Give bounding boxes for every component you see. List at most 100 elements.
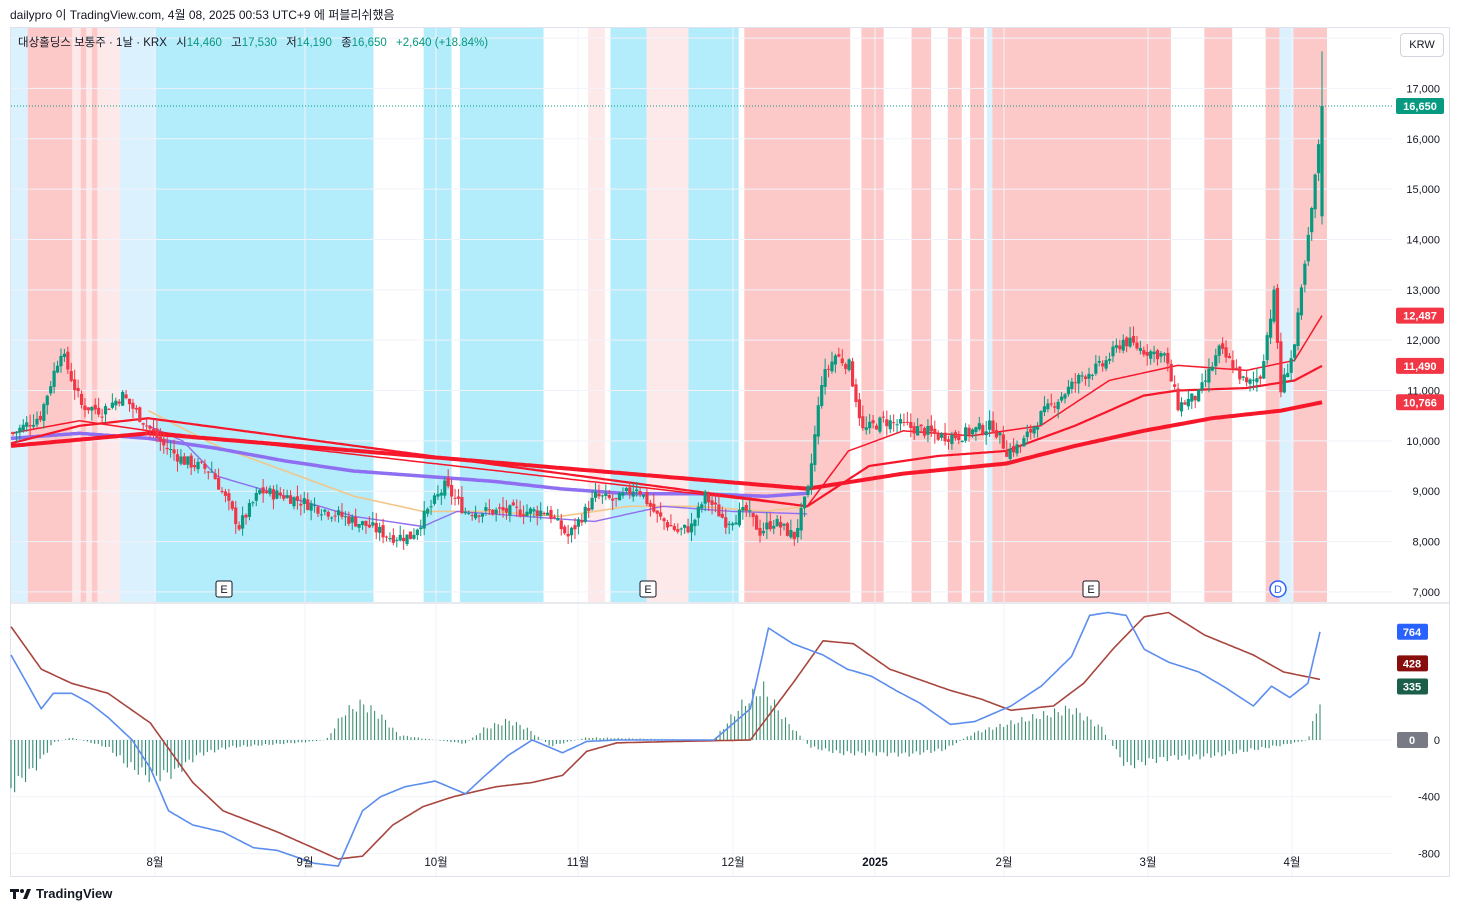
time-tick-label: 8월 bbox=[147, 856, 164, 869]
candle-body bbox=[42, 404, 46, 421]
candle-body bbox=[271, 489, 276, 500]
candle-body bbox=[1015, 444, 1019, 454]
candle-body bbox=[1118, 345, 1122, 350]
candle-body bbox=[97, 407, 101, 415]
background-band bbox=[744, 28, 851, 602]
candle-body bbox=[960, 440, 964, 443]
candle-body bbox=[1197, 389, 1201, 402]
price-badge bbox=[1396, 394, 1444, 411]
candle-body bbox=[946, 439, 951, 442]
candle-body bbox=[676, 529, 680, 532]
axes: 7,0008,0009,00010,00011,00012,00013,0001… bbox=[11, 33, 1450, 869]
candle-body bbox=[1101, 363, 1105, 367]
candle-body bbox=[1203, 380, 1208, 382]
candle-body bbox=[73, 379, 77, 391]
candle-body bbox=[453, 497, 457, 499]
candles bbox=[11, 51, 1324, 550]
price-badge-label: 12,487 bbox=[1403, 311, 1437, 323]
candle-body bbox=[316, 506, 320, 514]
candle-body bbox=[785, 523, 790, 536]
candle-body bbox=[11, 432, 15, 434]
background-band bbox=[688, 28, 739, 602]
candle-body bbox=[193, 465, 197, 468]
candle-body bbox=[809, 463, 814, 488]
background-band bbox=[911, 28, 932, 602]
candle-body bbox=[645, 491, 649, 505]
publisher-attribution: dailypro 이 TradingView.com, 4월 08, 2025 … bbox=[10, 8, 395, 22]
candle-body bbox=[1035, 426, 1040, 430]
currency-button[interactable]: KRW bbox=[1400, 33, 1444, 57]
time-tick-label: 3월 bbox=[1140, 856, 1157, 869]
candle-body bbox=[1214, 355, 1218, 367]
candle-body bbox=[1070, 381, 1074, 390]
time-tick-label: 9월 bbox=[297, 856, 314, 869]
candle-body bbox=[141, 423, 145, 425]
background-band bbox=[11, 28, 28, 602]
candle-body bbox=[1173, 384, 1177, 387]
candle-body bbox=[1121, 339, 1125, 351]
candle-body bbox=[929, 425, 933, 432]
candle-body bbox=[912, 426, 916, 434]
candle-body bbox=[419, 527, 423, 530]
time-tick-label: 4월 bbox=[1284, 856, 1301, 869]
candle-body bbox=[292, 497, 296, 507]
candle-body bbox=[727, 523, 731, 525]
candle-body bbox=[1080, 375, 1084, 377]
candle-body bbox=[1320, 106, 1324, 217]
background-band bbox=[861, 28, 884, 602]
price-tick-label: 8,000 bbox=[1412, 537, 1440, 549]
candle-body bbox=[778, 522, 783, 528]
background-band bbox=[646, 28, 689, 602]
candle-body bbox=[395, 539, 399, 541]
candle-body bbox=[350, 516, 354, 523]
candle-body bbox=[302, 498, 306, 504]
price-tick-label: 7,000 bbox=[1412, 587, 1440, 599]
candle-body bbox=[1265, 335, 1269, 361]
candle-body bbox=[381, 525, 385, 538]
symbol-legend: 대상홀딩스 보통주 · 1날 · KRX 시14,460 고17,530 저14… bbox=[18, 34, 488, 50]
macd-badge bbox=[1397, 732, 1428, 748]
candle-body bbox=[251, 502, 255, 504]
candle-body bbox=[234, 507, 238, 525]
candle-body bbox=[319, 514, 324, 516]
candle-body bbox=[669, 524, 673, 527]
background-band bbox=[970, 28, 985, 602]
candle-body bbox=[967, 427, 971, 436]
candle-body bbox=[261, 487, 265, 494]
candle-body bbox=[127, 398, 132, 405]
candle-body bbox=[203, 463, 207, 469]
candle-body bbox=[388, 538, 392, 540]
candle-body bbox=[333, 515, 337, 517]
candle-body bbox=[850, 361, 855, 387]
candle-body bbox=[230, 501, 234, 509]
candle-body bbox=[621, 492, 625, 496]
candle-body bbox=[367, 524, 371, 528]
candle-body bbox=[206, 471, 210, 473]
candle-body bbox=[874, 425, 879, 430]
candle-body bbox=[347, 516, 351, 524]
candle-body bbox=[847, 359, 851, 371]
candle-body bbox=[1241, 376, 1245, 378]
candle-body bbox=[288, 495, 293, 504]
candle-body bbox=[14, 431, 19, 434]
candle-body bbox=[919, 424, 923, 427]
candle-body bbox=[145, 425, 149, 427]
tradingview-logo-icon bbox=[10, 888, 31, 899]
candle-body bbox=[837, 354, 841, 357]
background-band bbox=[91, 28, 98, 602]
price-badge-label: 10,766 bbox=[1403, 397, 1437, 409]
candle-body bbox=[18, 427, 22, 433]
candle-body bbox=[460, 497, 464, 513]
candle-body bbox=[686, 526, 690, 533]
candle-body bbox=[175, 454, 180, 462]
candle-body bbox=[450, 485, 454, 497]
candle-body bbox=[871, 420, 875, 424]
time-tick-label: 2025 bbox=[862, 857, 888, 869]
candle-body bbox=[768, 521, 772, 530]
candle-body bbox=[741, 507, 745, 511]
candle-body bbox=[600, 495, 604, 497]
candle-body bbox=[1056, 401, 1060, 410]
candle-body bbox=[28, 425, 32, 427]
symbol-name: 대상홀딩스 보통주 · 1날 · KRX bbox=[18, 37, 167, 49]
